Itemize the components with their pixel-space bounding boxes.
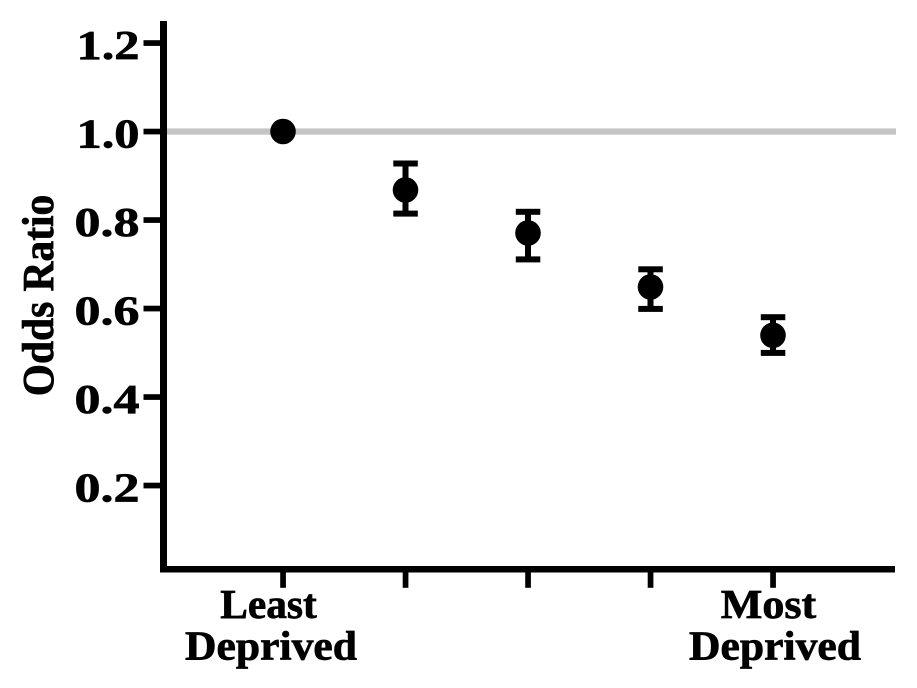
svg-text:Deprived: Deprived [689, 623, 861, 669]
svg-text:0.6: 0.6 [75, 287, 140, 333]
svg-text:1.2: 1.2 [77, 22, 140, 68]
svg-text:Least: Least [220, 581, 317, 627]
svg-text:1.0: 1.0 [77, 110, 140, 156]
svg-text:0.2: 0.2 [75, 464, 140, 510]
svg-text:Most: Most [721, 581, 817, 627]
svg-text:Odds Ratio: Odds Ratio [14, 195, 63, 397]
svg-text:0.8: 0.8 [75, 199, 140, 245]
svg-text:0.4: 0.4 [75, 376, 140, 422]
svg-text:Deprived: Deprived [185, 623, 357, 669]
